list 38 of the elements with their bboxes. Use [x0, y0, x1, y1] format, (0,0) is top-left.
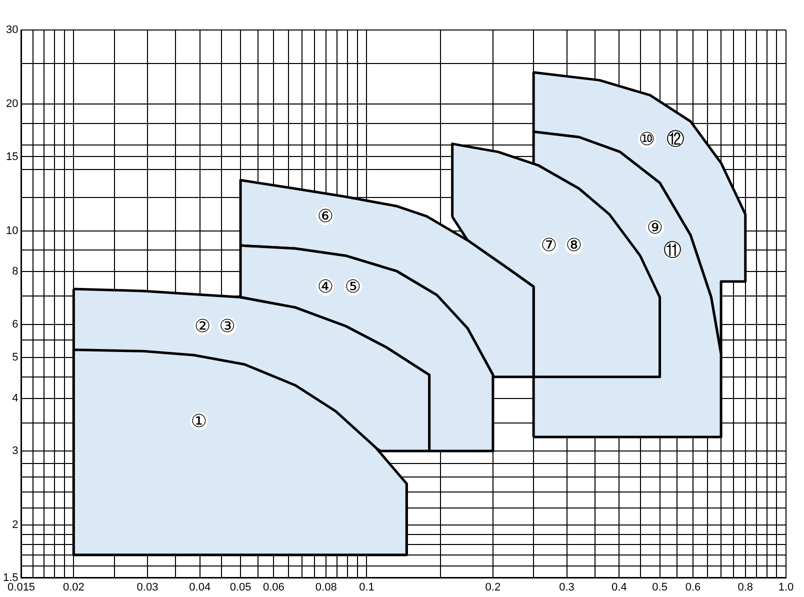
y-tick-label: 15 [6, 150, 18, 163]
annotation: ⑦ [540, 235, 558, 256]
x-tick-label: 0.015 [8, 581, 36, 594]
y-tick-label: 3 [12, 445, 18, 458]
annotation: ⑥ [317, 206, 334, 227]
annotation: ⑤ [344, 276, 361, 298]
y-tick-label: 8 [12, 266, 18, 278]
x-tick-label: 0.08 [315, 581, 337, 594]
x-tick-label: 0.8 [738, 581, 754, 594]
x-tick-label: 0.3 [559, 581, 574, 594]
x-tick-label: 0.05 [230, 581, 252, 594]
annotation: ② [194, 316, 211, 337]
x-tick-label: 0.6 [685, 581, 701, 594]
y-tick-label: 5 [12, 352, 18, 364]
annotation: ⑪ [663, 240, 682, 262]
y-tick-label: 10 [6, 224, 18, 237]
annotation: ⑨ [646, 217, 664, 238]
x-tick-label: 0.03 [136, 581, 158, 594]
y-tick-label: 30 [6, 24, 18, 36]
y-tick-label: 4 [12, 392, 18, 404]
annotation: ④ [317, 276, 334, 298]
annotation: ⑩ [638, 128, 656, 150]
annotation: ① [190, 410, 208, 432]
y-tick-label: 20 [6, 98, 18, 110]
y-tick-label: 6 [12, 318, 18, 330]
y-tick-label: 2 [12, 519, 18, 532]
x-tick-label: 0.2 [485, 581, 501, 594]
x-tick-label: 0.02 [62, 581, 84, 594]
x-tick-label: 0.1 [359, 581, 374, 594]
x-tick-label: 0.06 [263, 581, 284, 594]
x-tick-label: 0.4 [612, 581, 627, 594]
x-tick-label: 0.5 [652, 581, 668, 594]
annotation: ③ [219, 316, 236, 337]
x-tick-label: 1.0 [778, 581, 794, 594]
y-tick-label: 1.5 [2, 572, 18, 584]
annotation: ⑧ [566, 235, 582, 256]
annotation: ⑫ [666, 128, 684, 150]
x-tick-label: 0.04 [189, 581, 211, 594]
